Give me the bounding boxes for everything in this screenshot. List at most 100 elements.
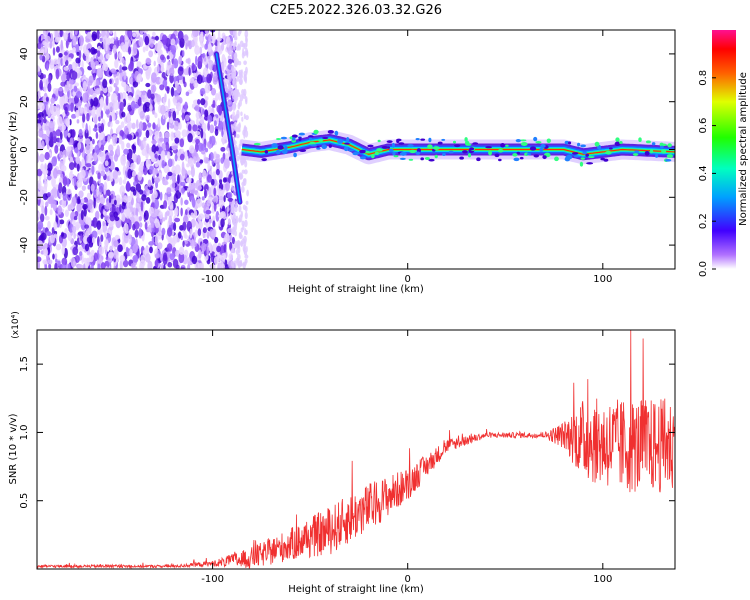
noise-speckle	[113, 251, 117, 259]
colorbar-tick-label: 0.6	[698, 118, 709, 134]
noise-speckle	[166, 227, 173, 237]
noise-speckle	[100, 170, 106, 177]
noise-speckle	[219, 211, 224, 218]
ridge-speckle	[374, 151, 380, 156]
noise-speckle	[174, 153, 178, 162]
noise-speckle	[83, 207, 87, 217]
noise-speckle	[75, 57, 81, 64]
noise-speckle	[65, 117, 71, 128]
ridge-speckle	[467, 153, 472, 158]
noise-speckle	[187, 187, 190, 193]
noise-speckle	[215, 168, 220, 176]
noise-speckle	[208, 33, 212, 44]
noise-speckle	[228, 253, 234, 261]
noise-speckle	[103, 184, 106, 195]
y-tick-label: 20	[19, 95, 30, 108]
noise-speckle	[154, 112, 158, 119]
noise-speckle	[202, 108, 205, 115]
noise-speckle	[83, 106, 88, 115]
noise-speckle	[105, 53, 110, 60]
noise-speckle	[195, 111, 201, 120]
noise-speckle	[167, 171, 173, 177]
ridge-speckle	[454, 144, 461, 148]
noise-speckle	[50, 136, 54, 146]
noise-speckle	[154, 153, 159, 159]
noise-speckle	[166, 86, 170, 94]
noise-speckle	[220, 157, 225, 164]
noise-speckle	[77, 196, 81, 204]
noise-speckle	[46, 175, 52, 181]
noise-speckle	[143, 210, 149, 221]
noise-speckle	[99, 196, 106, 205]
noise-speckle	[47, 259, 53, 265]
noise-speckle	[112, 112, 116, 122]
noise-speckle	[78, 190, 84, 199]
noise-speckle	[61, 246, 65, 255]
noise-speckle	[114, 31, 117, 40]
noise-speckle	[209, 151, 214, 162]
noise-speckle	[59, 131, 63, 140]
noise-speckle	[42, 227, 46, 233]
noise-speckle	[222, 177, 227, 183]
noise-speckle	[245, 50, 249, 56]
noise-speckle	[176, 85, 182, 94]
ridge-speckle	[529, 146, 537, 151]
noise-speckle	[79, 35, 84, 46]
noise-speckle	[97, 228, 103, 235]
noise-speckle	[104, 215, 110, 221]
noise-speckle	[97, 194, 101, 201]
noise-speckle	[175, 190, 182, 199]
noise-speckle	[189, 228, 193, 239]
noise-speckle	[235, 45, 240, 51]
noise-speckle	[136, 94, 140, 100]
ridge-speckle	[337, 139, 344, 144]
noise-speckle	[103, 102, 107, 112]
noise-speckle	[231, 125, 235, 133]
noise-speckle	[85, 163, 92, 168]
noise-speckle	[152, 122, 156, 130]
noise-speckle	[223, 195, 226, 203]
noise-speckle	[149, 42, 154, 48]
snr-frame	[36, 329, 676, 570]
noise-speckle	[220, 146, 226, 152]
noise-speckle	[100, 144, 105, 152]
noise-speckle	[41, 55, 46, 63]
noise-speckle	[212, 64, 217, 73]
noise-speckle	[175, 95, 181, 100]
noise-speckle	[199, 46, 203, 55]
noise-speckle	[183, 230, 187, 239]
noise-speckle	[188, 157, 194, 167]
noise-speckle	[78, 49, 82, 60]
noise-speckle	[124, 223, 129, 235]
noise-speckle	[213, 120, 217, 127]
noise-speckle	[48, 195, 55, 204]
noise-speckle	[200, 143, 207, 151]
noise-speckle	[239, 77, 243, 86]
ridge-speckle	[462, 150, 468, 154]
noise-speckle	[37, 227, 42, 233]
noise-speckle	[213, 187, 217, 197]
noise-speckle	[140, 105, 144, 112]
noise-speckle	[78, 251, 83, 256]
ridge-speckle	[651, 142, 656, 146]
ridge-speckle	[465, 143, 472, 146]
noise-speckle	[157, 64, 160, 73]
noise-speckle	[206, 199, 211, 207]
noise-speckle	[51, 176, 56, 188]
colorbar-label: Normalized spectral amplitude	[738, 72, 749, 226]
noise-speckle	[62, 57, 65, 66]
ridge-speckle	[261, 158, 267, 162]
noise-speckle	[245, 36, 248, 44]
noise-speckle	[70, 256, 76, 268]
ridge-speckle	[464, 137, 468, 142]
noise-speckle	[57, 205, 63, 215]
noise-speckle	[210, 87, 217, 96]
noise-speckle	[102, 86, 108, 94]
noise-speckle	[137, 96, 142, 107]
noise-speckle	[130, 216, 135, 224]
noise-speckle	[63, 33, 68, 40]
noise-speckle	[204, 96, 209, 101]
noise-speckle	[130, 263, 136, 268]
noise-speckle	[128, 218, 132, 230]
noise-speckle	[103, 63, 109, 72]
